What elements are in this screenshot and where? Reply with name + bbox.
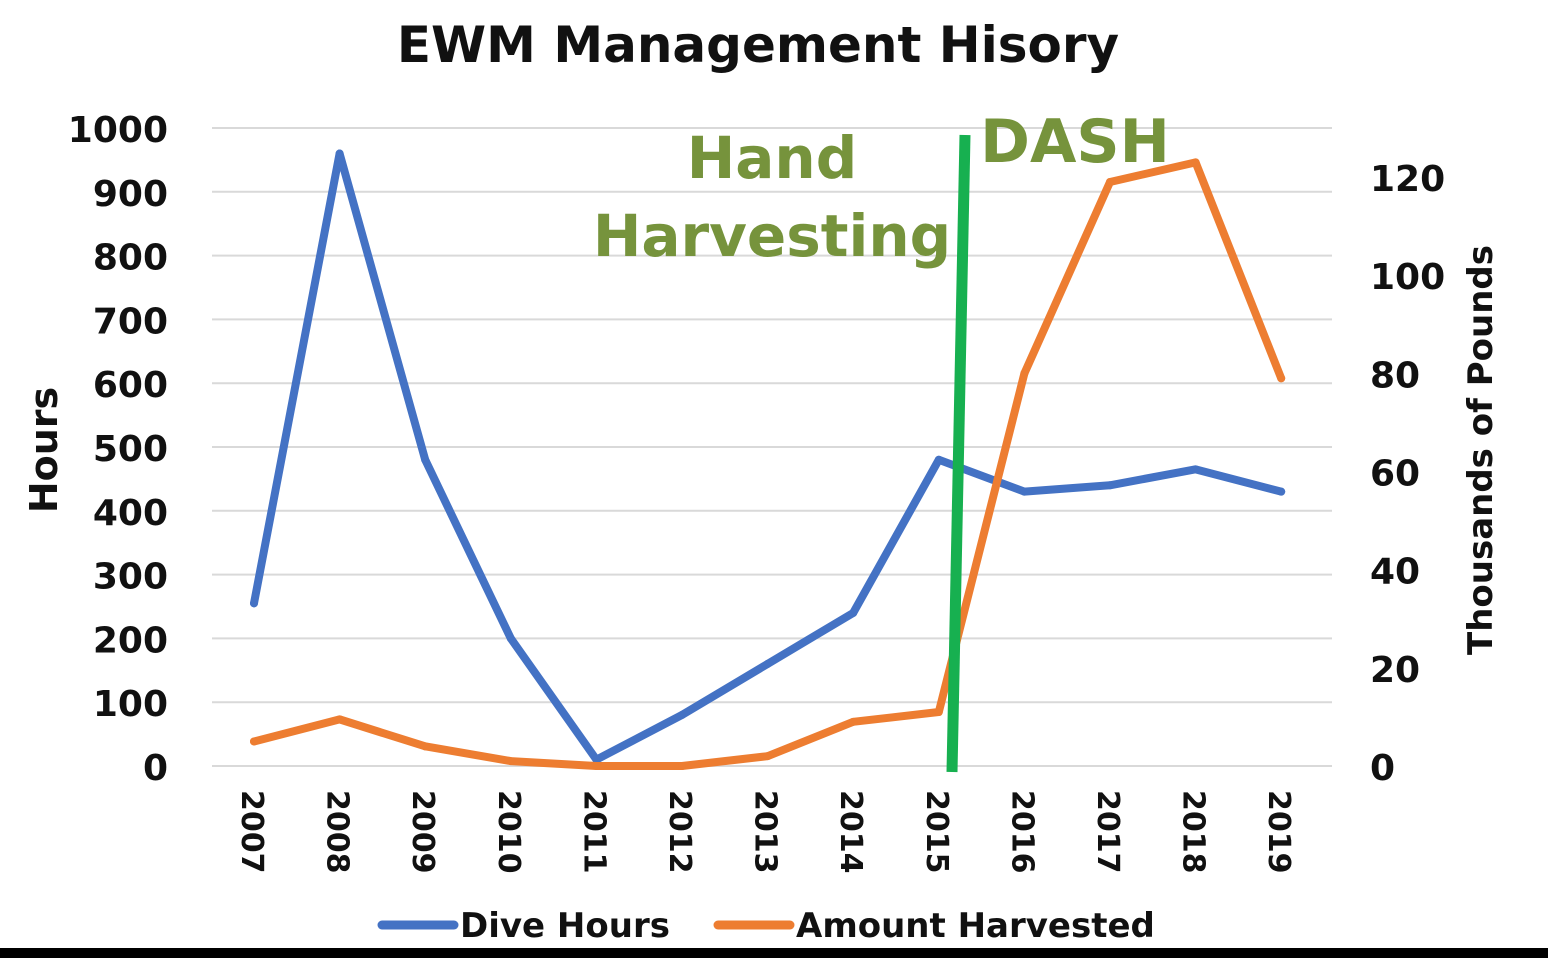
dive-hours-point	[1020, 487, 1029, 496]
annotation-harvesting: Harvesting	[593, 202, 951, 270]
left-tick-label: 300	[93, 557, 168, 598]
amount-harvested-point	[678, 762, 686, 770]
x-tick-label: 2012	[662, 790, 697, 874]
x-tick-label: 2019	[1261, 790, 1296, 874]
amount-harvested-point	[506, 757, 515, 766]
annotation-hand: Hand	[687, 124, 858, 192]
legend-label-amount-harvested: Amount Harvested	[796, 906, 1155, 946]
amount-harvested-point	[849, 717, 858, 726]
amount-harvested-point	[1277, 374, 1286, 383]
left-tick-label: 800	[93, 238, 168, 279]
right-axis-ticks: 0 20 40 60 80 100 120	[1370, 159, 1445, 789]
x-tick-label: 2017	[1090, 790, 1125, 874]
dash-divider-line	[946, 134, 971, 773]
right-axis-label: Thousands of Pounds	[1461, 245, 1501, 655]
amount-harvested-point	[250, 737, 258, 746]
x-tick-label: 2010	[491, 790, 526, 874]
amount-harvested-point	[1020, 369, 1029, 378]
annotation-dash: DASH	[980, 107, 1170, 177]
amount-harvested-point	[335, 715, 344, 724]
dive-hours-point	[250, 599, 258, 608]
right-tick-label: 120	[1370, 159, 1445, 200]
x-tick-label: 2009	[405, 790, 440, 874]
left-tick-label: 900	[93, 174, 168, 215]
left-tick-label: 600	[93, 365, 168, 406]
dive-hours-point	[1277, 487, 1286, 496]
dive-hours-point	[678, 710, 686, 719]
left-tick-label: 700	[93, 301, 168, 342]
dive-hours-point	[1106, 481, 1114, 490]
left-axis-label: Hours	[22, 387, 66, 513]
amount-harvested-point	[592, 762, 601, 770]
amount-harvested-point	[421, 742, 430, 751]
bottom-bar	[0, 948, 1548, 958]
x-tick-label: 2013	[748, 790, 783, 874]
amount-harvested-point	[1191, 158, 1200, 167]
x-axis-ticks: 2007 2008 2009 2010 2011 2012 2013 2014 2015 2016…	[234, 790, 1296, 874]
amount-harvested-point	[934, 708, 943, 717]
left-tick-label: 400	[93, 493, 168, 534]
amount-harvested-point	[1106, 177, 1114, 186]
right-tick-label: 60	[1370, 454, 1420, 495]
chart-title: EWM Management Hisory	[397, 16, 1119, 74]
x-tick-label: 2015	[919, 790, 954, 874]
dive-hours-point	[421, 455, 430, 464]
x-tick-label: 2014	[833, 790, 868, 874]
left-axis-ticks: 0 100 200 300 400 500 600 700 800 900 1000	[68, 110, 168, 789]
legend-label-dive-hours: Dive Hours	[460, 906, 670, 946]
dive-hours-point	[934, 455, 943, 464]
left-tick-label: 100	[93, 684, 168, 725]
right-tick-label: 80	[1370, 355, 1420, 396]
left-tick-label: 0	[143, 748, 168, 789]
dive-hours-point	[592, 755, 601, 764]
amount-harvested-point	[763, 752, 772, 761]
x-tick-label: 2011	[576, 790, 611, 874]
x-tick-label: 2007	[234, 790, 269, 874]
x-tick-label: 2008	[320, 790, 355, 874]
left-tick-label: 200	[93, 620, 168, 661]
right-tick-label: 100	[1370, 257, 1445, 298]
right-tick-label: 40	[1370, 552, 1420, 593]
x-tick-label: 2016	[1004, 790, 1039, 874]
dive-hours-point	[1191, 465, 1200, 474]
right-tick-label: 0	[1370, 748, 1395, 789]
left-tick-label: 1000	[68, 110, 168, 151]
x-tick-label: 2018	[1176, 790, 1211, 874]
dive-hours-point	[506, 634, 515, 643]
dive-hours-point	[849, 608, 858, 617]
series-lines	[250, 149, 1286, 770]
right-tick-label: 20	[1370, 650, 1420, 691]
gridlines	[212, 127, 1332, 767]
legend: Dive Hours Amount Harvested	[377, 906, 1155, 946]
dive-hours-point	[763, 659, 772, 668]
dive-hours-point	[335, 149, 344, 158]
left-tick-label: 500	[93, 429, 168, 470]
